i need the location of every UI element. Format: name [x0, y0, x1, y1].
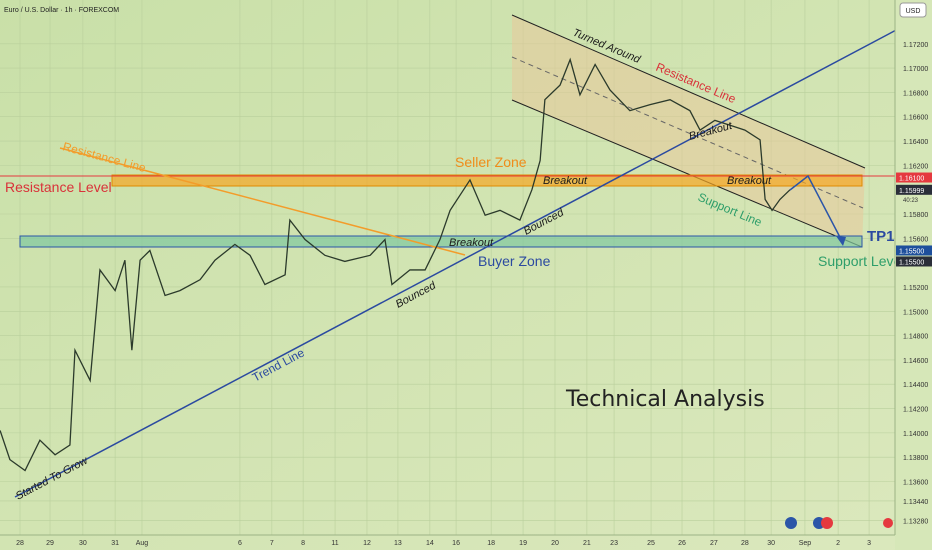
annotation: Buyer Zone	[478, 253, 551, 269]
y-tick-label: 1.14400	[903, 382, 928, 389]
x-tick-label: 19	[519, 540, 527, 547]
projection-arrow	[836, 236, 846, 246]
y-tick-label: 1.14600	[903, 358, 928, 365]
x-tick-label: 20	[551, 540, 559, 547]
y-tick-label: 1.16600	[903, 115, 928, 122]
annotation: Seller Zone	[455, 154, 527, 170]
y-tick-label: 1.14200	[903, 407, 928, 414]
y-tick-label: 1.13800	[903, 455, 928, 462]
channel-top	[511, 14, 866, 169]
x-tick-label: 12	[363, 540, 371, 547]
y-tick-label: 1.13280	[903, 518, 928, 525]
icon[interactable]	[821, 517, 833, 529]
y-tick-label: 1.14800	[903, 334, 928, 341]
y-tick-label: 1.15800	[903, 212, 928, 219]
icon[interactable]	[785, 517, 797, 529]
x-tick-label: 3	[867, 540, 871, 547]
x-tick-label: 16	[452, 540, 460, 547]
seller-zone	[111, 174, 863, 187]
x-tick-label: 30	[79, 540, 87, 547]
x-tick-label: 8	[301, 540, 305, 547]
currency-box	[899, 2, 927, 18]
x-tick-label: Aug	[136, 540, 149, 547]
price-label-box	[896, 256, 932, 267]
x-tick-label: 28	[16, 540, 24, 547]
resistance-line	[59, 147, 466, 256]
projection	[789, 174, 844, 244]
chart-title: Euro / U.S. Dollar · 1h · FOREXCOM	[4, 7, 119, 14]
y-tick-label: 1.16200	[903, 163, 928, 170]
y-tick-label: 1.16400	[903, 139, 928, 146]
annotation: Breakout	[543, 175, 588, 187]
annotation: Technical Analysis	[565, 387, 765, 412]
price-label: 1.15500	[899, 248, 924, 255]
annotation: Breakout	[727, 175, 772, 187]
y-tick-label: 1.14000	[903, 431, 928, 438]
x-tick-label: 21	[583, 540, 591, 547]
x-tick-label: 23	[610, 540, 618, 547]
x-tick-label: 6	[238, 540, 242, 547]
annotation: TP1	[867, 228, 895, 245]
annotation: Resistance Level	[5, 179, 112, 195]
annotation: Breakout	[449, 237, 494, 249]
trend-line	[14, 27, 901, 498]
x-tick-label: 26	[678, 540, 686, 547]
annotation: Support Level	[818, 253, 904, 269]
x-tick-label: 11	[331, 540, 338, 547]
grid	[0, 0, 895, 535]
countdown: 40:23	[903, 198, 919, 204]
x-tick-label: Sep	[799, 540, 812, 547]
y-tick-label: 1.16800	[903, 90, 928, 97]
x-tick-label: 13	[394, 540, 402, 547]
y-tick-label: 1.15000	[903, 309, 928, 316]
y-tick-label: 1.13440	[903, 499, 928, 506]
price-label: 1.15500	[899, 259, 924, 266]
price-label: 1.16100	[899, 176, 924, 183]
price-label-box	[896, 172, 932, 183]
y-tick-label: 1.17000	[903, 66, 928, 73]
price-line	[0, 57, 791, 472]
x-tick-label: 18	[487, 540, 495, 547]
x-tick-label: 30	[767, 540, 775, 547]
y-tick-label: 1.15200	[903, 285, 928, 292]
x-tick-label: 25	[647, 540, 655, 547]
x-tick-label: 2	[836, 540, 840, 547]
price-label-box	[896, 184, 932, 195]
y-tick-label: 1.15600	[903, 236, 928, 243]
y-tick-label: 1.17200	[903, 42, 928, 49]
channel-bottom	[511, 99, 863, 248]
price-label: 1.15999	[899, 188, 924, 195]
x-tick-label: 14	[426, 540, 434, 547]
x-tick-label: 31	[111, 540, 119, 547]
y-tick-label: 1.13600	[903, 480, 928, 487]
x-tick-label: 7	[270, 540, 274, 547]
x-tick-label: 28	[741, 540, 749, 547]
x-tick-label: 29	[46, 540, 54, 547]
price-axis	[895, 0, 932, 550]
x-tick-label: 27	[710, 540, 718, 547]
icon[interactable]	[883, 518, 893, 528]
currency[interactable]: USD	[906, 8, 921, 15]
price-label-box	[896, 245, 932, 256]
